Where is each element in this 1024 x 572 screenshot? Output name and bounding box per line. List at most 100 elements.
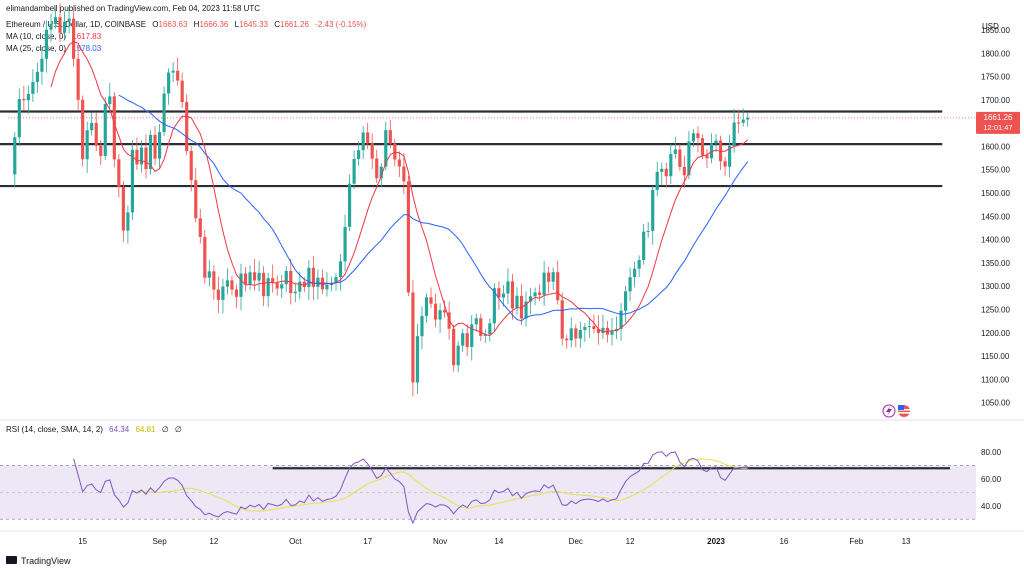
candle (162, 86, 166, 137)
candle (673, 137, 677, 159)
price-tick-label: 1300.00 (981, 282, 1010, 291)
candle (44, 20, 49, 73)
candle (311, 256, 315, 301)
candle (728, 134, 732, 178)
currency-label: USD (982, 22, 999, 31)
candle (592, 314, 596, 334)
candle (298, 271, 302, 300)
candle (189, 145, 193, 192)
candle (510, 274, 515, 320)
support-resistance-lines[interactable] (0, 110, 943, 188)
candle (479, 313, 483, 342)
candle (415, 323, 420, 394)
candle (22, 86, 26, 111)
candle (361, 126, 365, 160)
price-tick-label: 1050.00 (981, 399, 1010, 408)
candle (501, 284, 505, 307)
price-tick-label: 1150.00 (981, 352, 1010, 361)
legend-main: Ethereum / U.S. Dollar, 1D, COINBASE O16… (6, 20, 367, 53)
us-flag-icon[interactable] (898, 405, 910, 417)
candle (40, 46, 44, 85)
candle (26, 85, 30, 114)
candle (655, 161, 659, 197)
candle (433, 293, 438, 328)
candle (216, 276, 220, 314)
ma10-legend-value: 1617.83 (72, 32, 101, 41)
candle (112, 92, 116, 168)
tradingview-logo[interactable]: TradingView (6, 556, 71, 566)
price-tick-label: 1500.00 (981, 189, 1010, 198)
candle (126, 205, 130, 244)
candle (139, 140, 144, 173)
candle (506, 268, 510, 305)
candle (185, 94, 189, 156)
price-tick-label: 1100.00 (981, 375, 1010, 384)
candle (429, 287, 433, 309)
candle (280, 274, 284, 299)
candle (678, 144, 682, 171)
candle (366, 122, 370, 150)
candle (619, 303, 623, 341)
candle (646, 221, 650, 238)
candle (714, 134, 718, 152)
candle (266, 273, 270, 308)
candle (669, 143, 673, 185)
candle (243, 266, 248, 292)
price-tick-label: 1250.00 (981, 306, 1010, 315)
candle (194, 167, 198, 223)
candle (13, 132, 17, 188)
candle (53, 8, 58, 29)
candle (108, 82, 112, 114)
svg-text:MA (25, close, 0) 1578: MA (25, close, 0) 1578.03 (6, 44, 102, 53)
candle (343, 214, 347, 272)
candle (316, 269, 320, 300)
candle (221, 278, 225, 314)
candle (515, 287, 519, 315)
time-axis[interactable]: 15 Sep 12 Oct 17 Nov 14 Dec 12 2023 16 Feb 13 (78, 537, 911, 546)
time-tick-label: 12 (626, 537, 635, 546)
time-tick-label: 12 (209, 537, 218, 546)
time-tick-label: Nov (433, 537, 447, 546)
candle (167, 68, 171, 105)
rsi-sma-line (136, 458, 748, 512)
candle (49, 13, 53, 42)
rsi-legend: RSI (14, close, SMA, 14, 2) 64.34 64.81 … (6, 425, 182, 434)
price-tick-label: 1450.00 (981, 212, 1010, 221)
bar-countdown: 12:01:47 (983, 123, 1012, 132)
candle (257, 261, 261, 292)
candle (35, 62, 39, 93)
candle (696, 126, 700, 153)
candle (388, 120, 392, 149)
candle (438, 303, 442, 334)
candle (275, 275, 279, 296)
candle (176, 57, 180, 86)
candle (633, 261, 637, 288)
candle (58, 3, 62, 43)
ma25-line (118, 94, 749, 322)
candle (338, 253, 343, 291)
candle (352, 150, 356, 190)
candle (461, 328, 465, 352)
candle (180, 72, 184, 109)
candle (560, 292, 564, 346)
candle (420, 306, 424, 350)
price-axis[interactable]: 1050.00 1100.00 1150.00 1200.00 1250.00 1300.… (981, 26, 1010, 408)
published-line: elimandambell published on TradingView.c… (6, 4, 260, 13)
price-tick-label: 1750.00 (981, 73, 1010, 82)
rsi-tick-label: 80.00 (981, 448, 1002, 457)
candle (271, 264, 275, 293)
candle (542, 260, 546, 306)
candlestick-series (13, 3, 750, 397)
ma10-line (50, 40, 749, 337)
candle (565, 334, 569, 349)
candle (198, 209, 202, 244)
candle (334, 272, 338, 291)
price-tick-label: 1350.00 (981, 259, 1010, 268)
candle (117, 153, 121, 198)
candle (533, 287, 537, 306)
price-tick-label: 1850.00 (981, 26, 1010, 35)
ma10-legend-label: MA (10, close, 0) (6, 32, 66, 41)
rsi-axis[interactable]: 40.00 60.00 80.00 (981, 448, 1002, 511)
lightning-icon[interactable] (882, 404, 896, 418)
